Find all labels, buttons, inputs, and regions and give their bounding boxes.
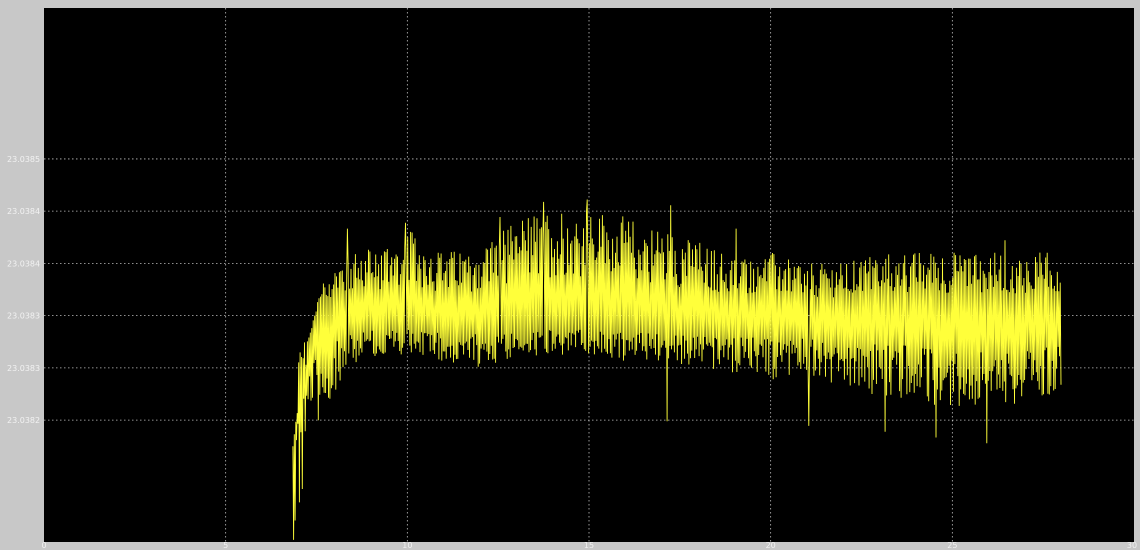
x-tick-label: 15: [584, 541, 594, 550]
x-tick-label: 10: [402, 541, 412, 550]
x-tick-label: 25: [947, 541, 957, 550]
y-tick-labels: 23.0382 23.0383 23.0383 23.0384 23.0384 23.03…: [7, 155, 40, 425]
y-tick-label: 23.0383: [7, 312, 40, 321]
x-tick-label: 30: [1127, 541, 1137, 550]
series-line: [292, 199, 1062, 540]
y-tick-label: 23.0385: [7, 155, 40, 164]
y-tick-label: 23.0383: [7, 364, 40, 373]
x-tick-labels: 0 5 10 15 20 25 30: [41, 541, 1137, 550]
x-tick-label: 5: [223, 541, 228, 550]
x-tick-label: 0: [41, 541, 46, 550]
y-tick-label: 23.0382: [7, 416, 40, 425]
signal-series: [292, 199, 1062, 540]
y-tick-label: 23.0384: [7, 207, 40, 216]
y-tick-label: 23.0384: [7, 259, 40, 268]
x-tick-label: 20: [766, 541, 776, 550]
